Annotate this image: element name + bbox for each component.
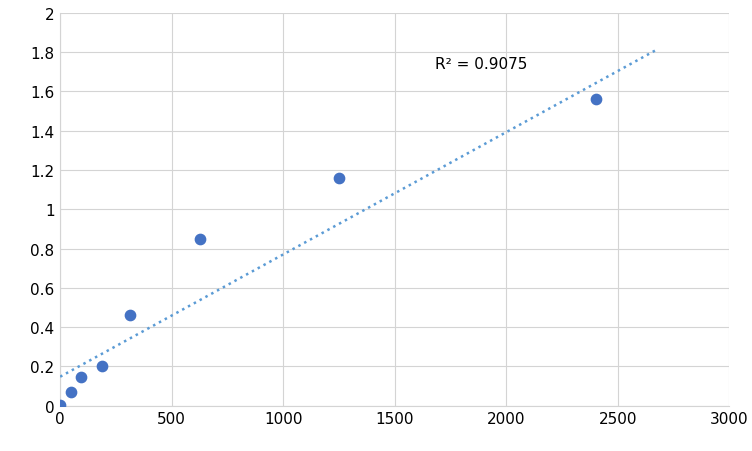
Point [65,389,77,396]
Point [193,235,205,243]
Point [333,175,345,182]
Point [54,401,66,409]
Point [96,363,108,370]
Point [590,96,602,103]
Point [75,374,87,381]
Point [124,312,136,319]
Text: R² = 0.9075: R² = 0.9075 [435,57,527,72]
